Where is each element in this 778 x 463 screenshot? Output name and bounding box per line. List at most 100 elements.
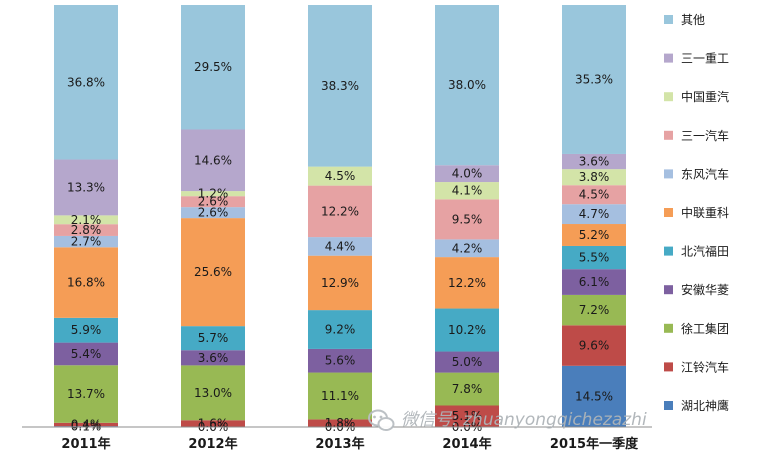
bar-segment-4-2 — [435, 405, 499, 427]
data-label: 2.6% — [198, 195, 229, 209]
data-label: 9.6% — [579, 339, 610, 353]
legend-entry: 湖北神鹰 — [681, 398, 729, 413]
data-label: 5.0% — [452, 355, 483, 369]
legend-entry: 三一汽车 — [681, 128, 729, 143]
x-axis: 2011年 2012年 2013年 2014年 2015年一季度 — [22, 426, 652, 452]
data-label: 10.2% — [448, 323, 486, 337]
legend-entry: 徐工集团 — [681, 321, 729, 336]
bar-segment-4-6 — [435, 257, 499, 309]
bar-segment-5-8 — [562, 185, 626, 205]
data-label: 36.8% — [67, 75, 105, 89]
legend-swatch — [664, 362, 673, 372]
legend-swatch — [664, 401, 673, 410]
data-label: 13.7% — [67, 387, 105, 401]
bar-segment-3-3 — [308, 372, 372, 420]
data-label: 11.1% — [321, 389, 359, 403]
bar-segment-2-6 — [181, 218, 245, 327]
bar-segment-4-8 — [435, 199, 499, 240]
legend-entry: 中联重科 — [681, 205, 729, 220]
data-label: 5.9% — [71, 323, 102, 337]
data-label: 5.1% — [452, 409, 483, 423]
data-label: 5.4% — [71, 347, 102, 361]
bar-segment-2-3 — [181, 365, 245, 421]
bar-segment-2-8 — [181, 196, 245, 208]
bar-segment-4-7 — [435, 239, 499, 258]
data-label: 12.2% — [321, 204, 359, 218]
watermark-text: 微信号: zhuanyongqichezazhi — [401, 410, 647, 430]
data-label: 14.6% — [194, 153, 232, 167]
bar-segment-4-10 — [435, 165, 499, 183]
data-label: 9.5% — [452, 212, 483, 226]
bar-segment-1-6 — [54, 247, 118, 318]
bar-segment-2-4 — [181, 350, 245, 366]
wechat-icon — [368, 409, 395, 431]
bar-segment-5-10 — [562, 153, 626, 170]
watermark: 微信号: zhuanyongqichezazhi — [368, 409, 647, 431]
bar-segment-1-7 — [54, 235, 118, 248]
bar-segment-5-2 — [562, 325, 626, 366]
bar-segment-4-3 — [435, 372, 499, 406]
bar-segment-4-11 — [435, 5, 499, 166]
data-label: 5.6% — [325, 354, 356, 368]
bar-segment-1-8 — [54, 224, 118, 236]
bar-segment-1-10 — [54, 159, 118, 216]
legend-entry: 江铃汽车 — [681, 359, 729, 374]
bar-segment-3-11 — [308, 5, 372, 167]
data-label: 38.0% — [448, 78, 486, 92]
bar-segment-5-6 — [562, 224, 626, 246]
legend-swatch — [664, 323, 673, 333]
data-label: 5.5% — [579, 251, 610, 265]
legend-entry: 其他 — [681, 13, 705, 27]
data-label: 0.4% — [71, 417, 102, 431]
data-label: 5.7% — [198, 331, 229, 345]
data-label: 13.0% — [194, 386, 232, 400]
legend-entry: 三一重工 — [681, 52, 729, 66]
data-label: 3.6% — [579, 155, 610, 169]
data-label: 1.6% — [198, 417, 229, 431]
data-label: 4.2% — [452, 241, 483, 255]
bar-segment-2-9 — [181, 191, 245, 197]
bar-segment-2-5 — [181, 326, 245, 351]
data-labels: 0.1%0.4%13.7%5.4%5.9%16.8%2.7%2.8%2.1%13… — [67, 60, 613, 434]
plot-area — [54, 5, 626, 427]
legend: 其他三一重工中国重汽三一汽车东风汽车中联重科北汽福田安徽华菱徐工集团江铃汽车湖北… — [664, 13, 729, 413]
bar-segment-2-2 — [181, 420, 245, 427]
bar-segment-1-9 — [54, 215, 118, 225]
legend-swatch — [664, 246, 673, 256]
category-label: 2013年 — [315, 436, 364, 452]
bar-segment-4-9 — [435, 182, 499, 200]
bar-segment-4-5 — [435, 308, 499, 352]
bar-segment-1-5 — [54, 317, 118, 343]
data-label: 1.2% — [198, 187, 229, 201]
legend-swatch — [664, 169, 673, 179]
data-label: 4.1% — [452, 184, 483, 198]
legend-entry: 北汽福田 — [681, 244, 729, 259]
category-label: 2011年 — [61, 436, 110, 452]
bar-segment-3-4 — [308, 348, 372, 373]
data-label: 35.3% — [575, 72, 613, 86]
data-label: 7.2% — [579, 303, 610, 317]
data-label: 9.2% — [325, 323, 356, 337]
bar-segment-3-6 — [308, 255, 372, 311]
bar-segment-5-4 — [562, 269, 626, 295]
data-label: 14.5% — [575, 389, 613, 403]
data-label: 7.8% — [452, 382, 483, 396]
data-label: 5.2% — [579, 228, 610, 242]
bar-segment-5-11 — [562, 5, 626, 154]
bar-segment-3-7 — [308, 237, 372, 256]
data-label: 4.0% — [452, 167, 483, 181]
legend-swatch — [664, 15, 673, 24]
bar-segment-5-5 — [562, 245, 626, 270]
data-label: 2.6% — [198, 206, 229, 220]
data-label: 16.8% — [67, 276, 105, 290]
bar-segment-1-2 — [54, 422, 118, 427]
data-label: 6.1% — [579, 275, 610, 289]
data-label: 2.7% — [71, 235, 102, 249]
bar-segment-1-3 — [54, 365, 118, 423]
data-label: 4.7% — [579, 207, 610, 221]
bar-segment-2-7 — [181, 207, 245, 219]
bar-segment-1-11 — [54, 5, 118, 160]
bar-segment-5-1 — [562, 365, 626, 427]
bar-segment-5-7 — [562, 204, 626, 225]
